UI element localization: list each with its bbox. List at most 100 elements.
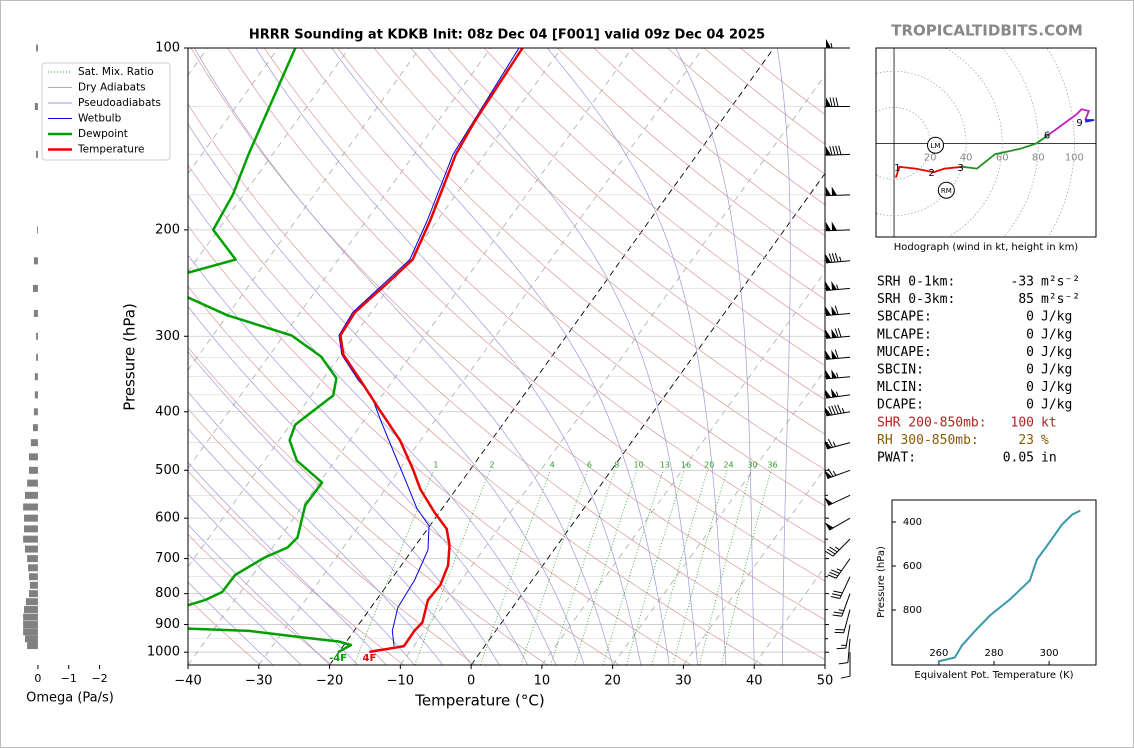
barb-flag [825,186,832,196]
hodo-ring [1001,48,1039,237]
stat-unit: in [1041,451,1057,466]
legend-label: Pseudoadiabats [78,97,161,109]
stat-value: 0 [1026,345,1034,360]
y-tick-label: 500 [155,463,180,478]
isotherm [612,369,825,665]
mixing-ratio-line [602,470,664,665]
barb-staff [826,442,851,450]
mixing-ratio-line [721,470,772,665]
hodo-height-label: 9 [1076,118,1082,129]
stat-label: MLCAPE: [877,327,932,342]
dry-adiabat [483,48,825,333]
x-tick-label: 20 [604,674,621,689]
barb-flag [824,389,832,399]
wind-barb [825,221,851,232]
skewt-plot: 1 2 4 6 8 10 13 16 20 24 30 36 [188,48,825,665]
dry-adiabat [188,225,692,665]
dry-adiabat [188,598,261,665]
pseudoadiabat [188,123,585,665]
barb-full [838,662,848,665]
omega-bar [23,613,38,621]
thetae-line [937,509,1081,663]
storm-motion [927,136,945,154]
barb-full [828,406,833,416]
omega-bar [36,150,38,158]
thetae-x-label: Equivalent Pot. Temperature (K) [914,670,1073,681]
dry-adiabat [410,48,825,401]
barb-full [840,675,851,679]
omega-tick-label: −1 [61,672,77,685]
mixing-ratio-label: 4 [550,461,555,470]
surface-label: 4F [362,653,376,664]
pseudoadiabat [188,305,500,665]
barb-staff [828,494,851,506]
mixing-ratio-label: 30 [747,461,757,470]
wind-barb [825,145,851,156]
mixing-ratio-line [699,470,752,665]
barb-staff [845,624,851,649]
barb-flag [831,221,838,231]
hodo-ring [1046,48,1075,237]
x-tick-label: 10 [534,674,551,689]
omega-tick-label: 0 [34,672,41,685]
barb-staff [835,558,851,579]
wind-barb [824,517,851,531]
omega-bar [36,226,38,234]
omega-bar [36,332,38,340]
isotherm [188,48,562,568]
storm-motion [937,181,955,199]
stat-label: SBCAPE: [877,310,932,325]
y-tick-label: 800 [155,586,180,601]
barb-half [839,256,842,262]
dry-adiabat [373,48,825,435]
barb-flag [824,407,832,416]
dry-adiabat [188,346,548,665]
stat-unit: J/kg [1041,398,1072,413]
barb-half [841,407,845,413]
wind-barb [838,638,851,665]
isotherm [329,48,775,665]
dry-adiabat [227,48,825,582]
barb-staff [841,593,851,617]
y-axis-label: Pressure (hPa) [121,303,139,411]
x-tick-label: 40 [746,674,763,689]
omega-bar [30,439,38,447]
stat-value: 0 [1026,398,1034,413]
thetae-x-tick-label: 300 [1040,648,1059,659]
barb-full [828,253,833,263]
omega-bar [28,590,38,598]
wind-barb [825,281,851,292]
hodo-height-label: 1 [894,163,900,174]
y-tick-label: 100 [155,41,180,56]
omega-bar [36,353,38,361]
thetae-x-tick-label: 260 [929,648,948,659]
x-tick-label: −20 [316,674,343,689]
x-tick-label: 0 [467,674,475,689]
barb-full [829,97,833,107]
omega-bar [28,573,38,581]
barb-full [834,405,839,415]
barb-full [830,569,840,574]
omega-bar [36,44,38,52]
stat-value: 0.05 [1003,451,1034,466]
pseudoadiabat [188,351,472,665]
stat-unit: J/kg [1041,345,1072,360]
mixing-ratio-line [651,470,708,665]
wind-barb [832,593,851,617]
wind-barb [825,252,851,264]
hodo-ring [876,70,967,216]
mixing-ratio-label: 20 [704,461,714,470]
barb-full [835,145,839,155]
y-tick-label: 300 [155,329,180,344]
dry-adiabat [337,48,825,471]
omega-bar [28,564,38,572]
dry-adiabat [188,408,476,665]
stat-unit: J/kg [1041,327,1072,342]
storm-motion-label: RM [941,187,952,195]
stat-label: PWAT: [877,451,916,466]
hodo-ring [944,48,1003,237]
stat-label: MUCAPE: [877,345,932,360]
mixing-ratio-line [353,470,435,665]
barb-flag [831,281,838,291]
legend-label: Dewpoint [78,128,128,140]
